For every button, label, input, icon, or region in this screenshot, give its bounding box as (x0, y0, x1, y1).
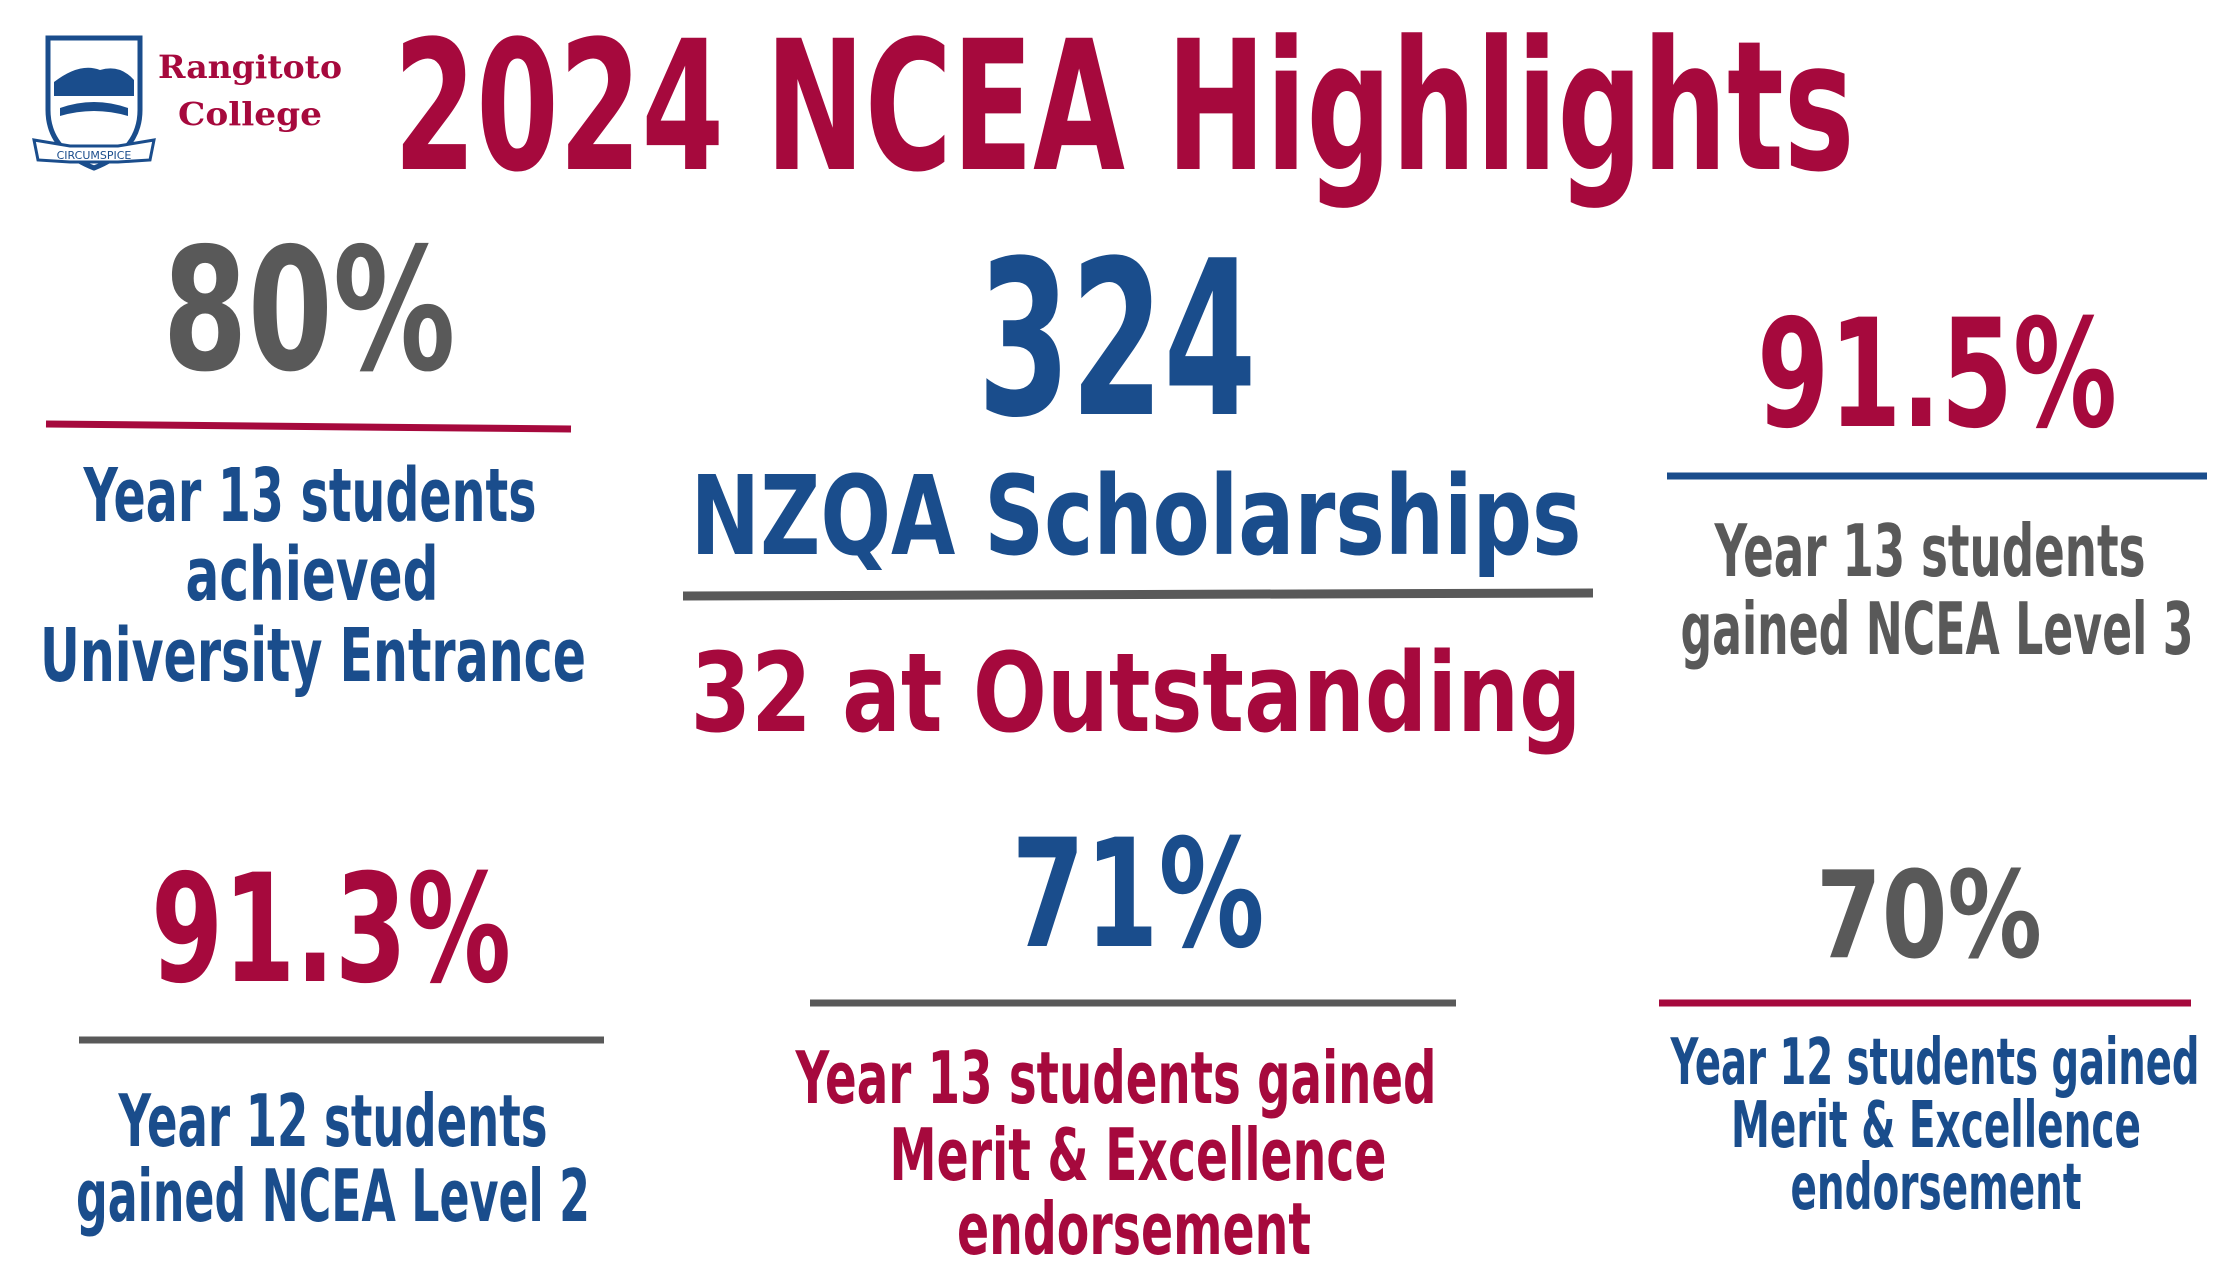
stat-description: endorsement (957, 1187, 1311, 1270)
featured-label: NZQA Scholarships (691, 452, 1582, 580)
stat-value: 70% (1816, 847, 2042, 986)
stat-description: Year 13 students gained (795, 1036, 1437, 1120)
shield-wave (60, 102, 128, 116)
stat-value: 91.3% (151, 843, 511, 1017)
stat-description: gained NCEA Level 2 (76, 1154, 590, 1238)
stat-description: gained NCEA Level 3 (1681, 587, 2194, 671)
stat-value: 80% (163, 212, 456, 410)
divider (682, 588, 1594, 601)
divider (45, 420, 572, 433)
stat-description: Year 13 students (83, 453, 537, 539)
stat-value: 71% (1012, 808, 1265, 982)
stat-description: achieved (186, 532, 439, 618)
logo: CIRCUMSPICE Rangitoto College (32, 35, 342, 171)
banner (32, 138, 156, 164)
stat-description: University Entrance (40, 613, 586, 699)
stat-description: Merit & Excellence (890, 1113, 1387, 1197)
motto: CIRCUMSPICE (57, 149, 132, 162)
school-name: Rangitoto (158, 48, 342, 86)
shield-emblem (54, 67, 134, 96)
stat-description: Year 12 students gained (1670, 1026, 2200, 1100)
stat-description: Year 12 students (118, 1079, 548, 1163)
featured-value: 324 (978, 214, 1257, 465)
stat-description: Year 13 students (1714, 509, 2146, 593)
featured-sub: 32 at Outstanding (691, 629, 1582, 757)
school-name: College (178, 95, 322, 133)
stat-value: 91.5% (1757, 288, 2117, 462)
stat-description: endorsement (1791, 1151, 2082, 1225)
title: 2024 NCEA Highlights (394, 3, 1855, 212)
stat-description: Merit & Excellence (1731, 1089, 2141, 1163)
